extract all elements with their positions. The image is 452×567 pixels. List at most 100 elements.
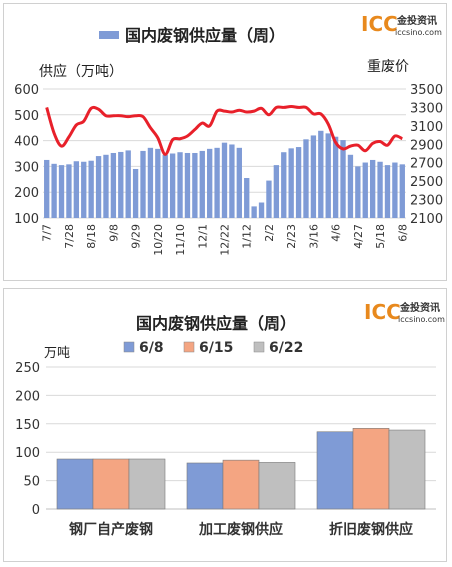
category-bar [186, 462, 224, 510]
logo-url: iccsino.com [398, 315, 445, 324]
x-tick-group: 5/18 [374, 224, 387, 249]
legend-swatch [183, 341, 195, 353]
x-tick-group: 10/20 [152, 224, 165, 256]
supply-bar [399, 164, 405, 218]
x-tick-group: 1/12 [241, 224, 254, 249]
category-bar [388, 429, 426, 510]
x-tick-label: 7/7 [41, 224, 54, 242]
supply-bar [318, 130, 324, 218]
supply-bar [110, 152, 117, 218]
supply-bar [177, 152, 183, 218]
supply-bar [125, 150, 131, 218]
supply-bar [266, 180, 272, 218]
supply-bar [273, 165, 280, 218]
legend-swatch-supply [99, 31, 119, 39]
right-tick-label: 2500 [410, 175, 443, 190]
right-tick-label: 2100 [410, 212, 443, 227]
supply-bar [347, 154, 354, 218]
supply-bar [244, 178, 250, 218]
supply-bar [310, 135, 317, 218]
supply-bar [340, 140, 346, 218]
supply-bar [147, 147, 154, 218]
right-tick-label: 3300 [410, 101, 443, 116]
supply-bar [44, 159, 50, 218]
x-tick-label: 12/1 [196, 224, 209, 249]
supply-bar [155, 148, 161, 218]
left-axis-label: 供应（万吨） [39, 63, 123, 80]
supply-bar [295, 147, 302, 218]
x-tick-group: 11/10 [174, 224, 187, 256]
supply-bar [199, 150, 205, 218]
x-tick-label: 12/22 [219, 224, 232, 256]
supply-bar [192, 152, 198, 218]
supply-bar [369, 159, 376, 218]
category-label: 加工废钢供应 [198, 521, 283, 538]
x-tick-group: 4/6 [330, 224, 343, 242]
x-tick-group: 9/8 [107, 224, 120, 242]
chart-1-canvas: ICC 金投资讯 iccsino.com 国内废钢供应量（周） 供应（万吨） 重… [14, 12, 443, 256]
x-tick-group: 2/2 [263, 224, 276, 242]
unit-label: 万吨 [44, 346, 70, 361]
supply-bar [162, 154, 168, 218]
y-tick-label: 100 [15, 446, 40, 461]
category-bar [258, 462, 296, 510]
x-tick-label: 7/28 [63, 224, 76, 249]
chart-2-title: 国内废钢供应量（周） [136, 314, 296, 333]
supply-bar [229, 144, 235, 218]
left-tick-label: 300 [14, 160, 39, 175]
x-tick-label: 1/12 [241, 224, 254, 249]
supply-bar [118, 151, 124, 218]
category-label: 折旧废钢供应 [329, 521, 413, 538]
supply-bar [95, 156, 102, 218]
right-axis-label: 重废价 [367, 59, 409, 75]
y-tick-label: 0 [32, 503, 40, 518]
x-tick-label: 5/18 [374, 224, 387, 249]
supply-bar [377, 161, 383, 218]
supply-bar [384, 165, 391, 218]
right-tick-label: 2900 [410, 138, 443, 153]
supply-bar [221, 142, 228, 218]
x-tick-label: 9/8 [107, 224, 120, 242]
right-tick-label: 2700 [410, 157, 443, 172]
x-tick-label: 11/10 [174, 224, 187, 256]
x-tick-group: 7/28 [63, 224, 76, 249]
supply-bar [288, 148, 294, 218]
legend-swatch [123, 341, 135, 353]
x-tick-group: 4/27 [352, 224, 365, 249]
x-tick-label: 10/20 [152, 224, 165, 256]
supply-bar [214, 147, 220, 218]
x-tick-label: 4/6 [330, 224, 343, 242]
logo-1: ICC 金投资讯 iccsino.com [361, 12, 442, 37]
supply-bar [251, 206, 257, 218]
supply-bar [332, 136, 339, 218]
right-tick-label: 2300 [410, 194, 443, 209]
x-tick-label: 8/18 [85, 224, 98, 249]
category-bar [56, 458, 94, 510]
supply-bar [51, 163, 57, 218]
supply-bar [169, 153, 176, 218]
left-tick-label: 100 [14, 212, 39, 227]
category-label: 钢厂自产废钢 [69, 521, 153, 538]
x-tick-group: 8/18 [85, 224, 98, 249]
weekly-supply-price-chart: ICC 金投资讯 iccsino.com 国内废钢供应量（周） 供应（万吨） 重… [3, 3, 447, 281]
legend-label: 6/15 [199, 340, 233, 356]
supply-bar [392, 162, 398, 218]
left-tick-label: 200 [14, 186, 39, 201]
logo-cn-text: 金投资讯 [399, 301, 440, 314]
category-bar [352, 428, 390, 510]
x-tick-group: 6/8 [396, 224, 409, 242]
x-tick-label: 3/16 [307, 224, 320, 249]
supply-bar [281, 152, 287, 218]
x-tick-group: 12/22 [219, 224, 232, 256]
logo-2: ICC 金投资讯 iccsino.com [364, 300, 445, 324]
y-tick-label: 250 [15, 361, 40, 376]
category-bar [128, 458, 166, 510]
left-tick-label: 500 [14, 109, 39, 124]
left-tick-label: 400 [14, 135, 39, 150]
supply-bar [58, 165, 65, 218]
supply-bar [132, 168, 139, 218]
supply-bar [258, 202, 265, 218]
supply-bar [184, 152, 191, 218]
y-tick-label: 150 [15, 418, 40, 433]
x-tick-group: 7/7 [41, 224, 54, 242]
